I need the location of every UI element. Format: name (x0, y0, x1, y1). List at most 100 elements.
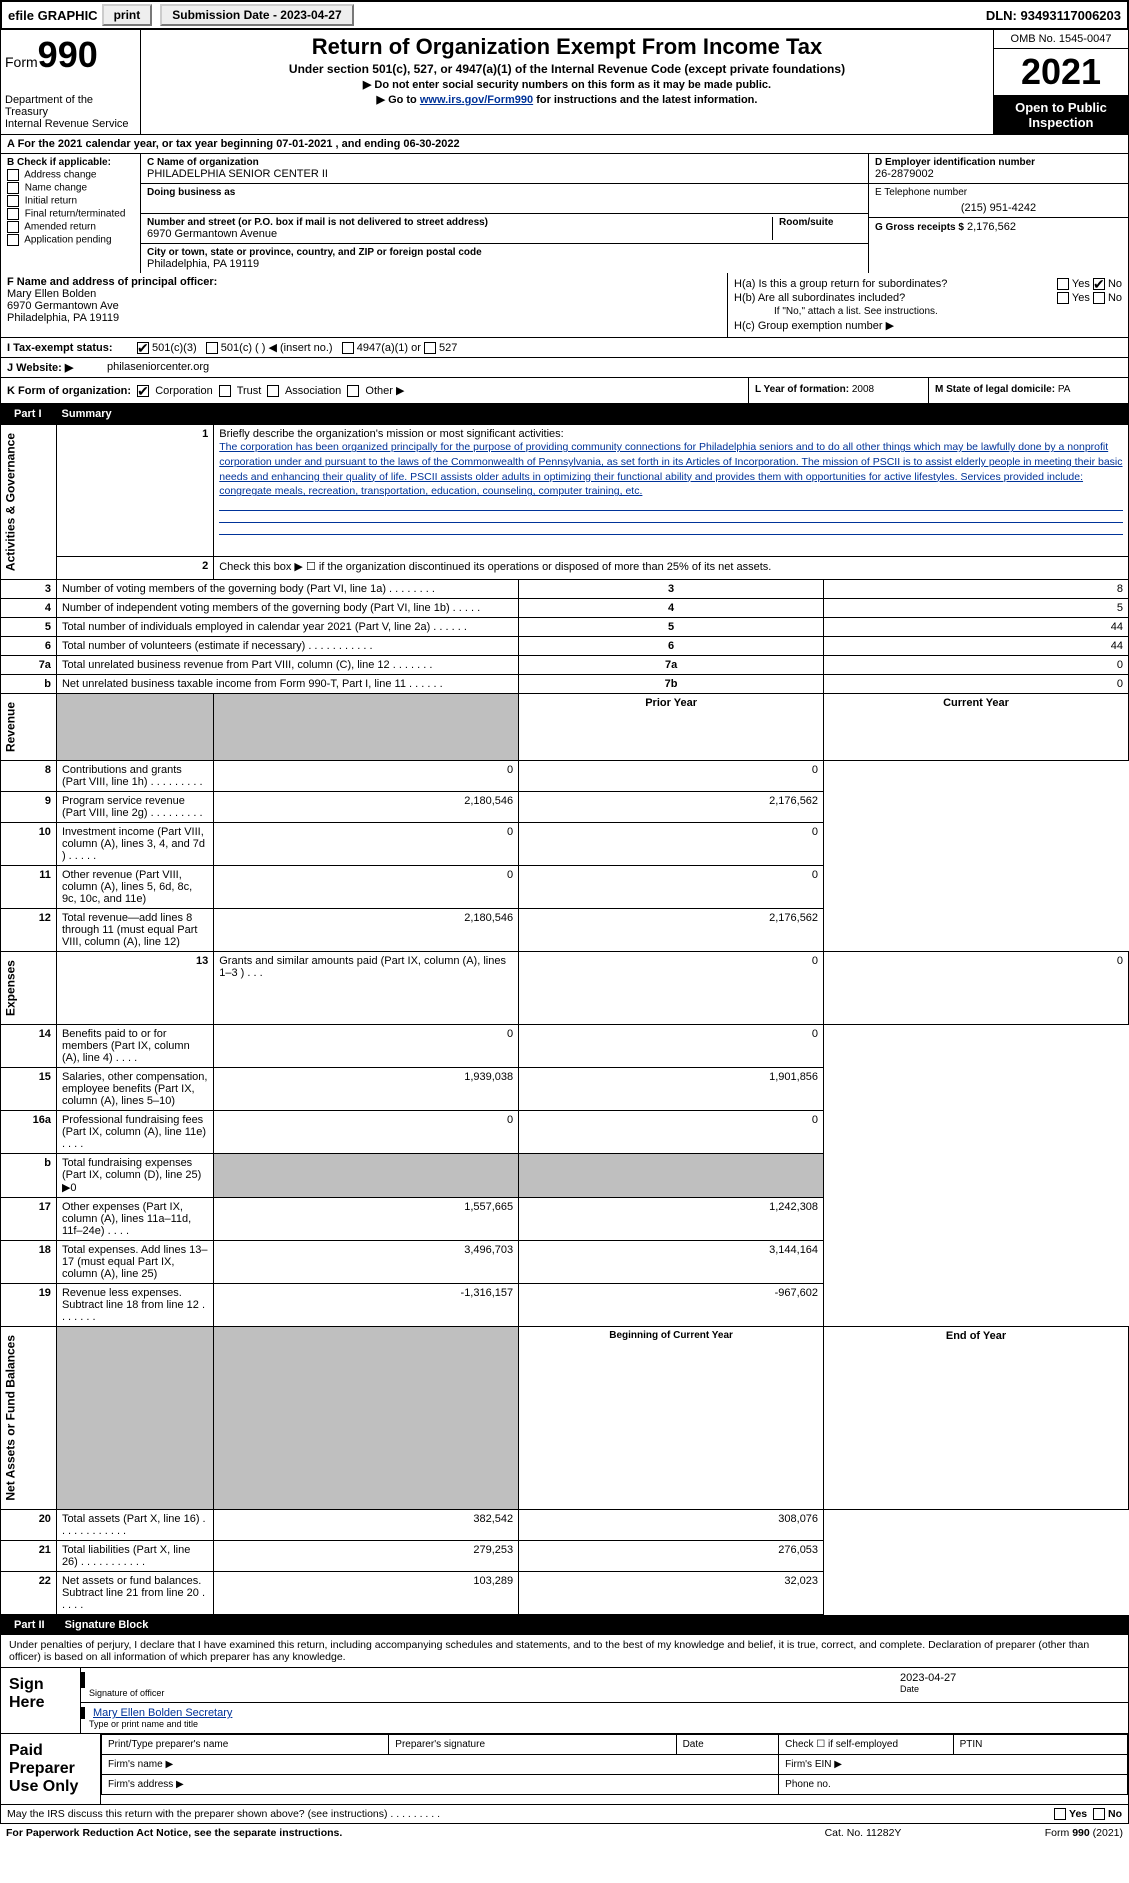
row-j: J Website: ▶ philaseniorcenter.org (0, 358, 1129, 378)
table-row: 9Program service revenue (Part VIII, lin… (1, 792, 1129, 823)
table-row: 18Total expenses. Add lines 13–17 (must … (1, 1241, 1129, 1284)
i-527-check[interactable] (424, 342, 436, 354)
table-row: bNet unrelated business taxable income f… (1, 675, 1129, 694)
subtitle-3: ▶ Go to www.irs.gov/Form990 for instruct… (149, 93, 985, 106)
pp-check-label: Check ☐ if self-employed (779, 1735, 953, 1755)
hb-note: If "No," attach a list. See instructions… (734, 306, 1122, 317)
i-4947-check[interactable] (342, 342, 354, 354)
discuss-row: May the IRS discuss this return with the… (0, 1805, 1129, 1824)
firm-addr-label: Firm's address ▶ (102, 1775, 779, 1795)
phone-value: (215) 951-4242 (875, 202, 1122, 214)
phone-row: E Telephone number (215) 951-4242 (869, 184, 1128, 218)
i-501c3-check[interactable] (137, 342, 149, 354)
officer-addr1: 6970 Germantown Ave (7, 300, 721, 312)
sig-date: 2023-04-27 (900, 1672, 1120, 1684)
gross-receipts-row: G Gross receipts $ 2,176,562 (869, 218, 1128, 236)
org-name: PHILADELPHIA SENIOR CENTER II (147, 168, 862, 180)
header-right: OMB No. 1545-0047 2021 Open to Public In… (993, 30, 1128, 134)
col-f: F Name and address of principal officer:… (1, 273, 728, 337)
j-label: J Website: ▶ (7, 361, 107, 374)
sign-here-row: Sign Here Signature of officer 2023-04-2… (1, 1668, 1128, 1733)
discuss-no-check[interactable] (1093, 1808, 1105, 1820)
hb-no-check[interactable] (1093, 292, 1105, 304)
paid-preparer-label: Paid Preparer Use Only (1, 1734, 101, 1804)
b-check[interactable] (7, 182, 19, 194)
irs-link[interactable]: www.irs.gov/Form990 (420, 94, 533, 106)
k-assoc-check[interactable] (267, 385, 279, 397)
b-option: Final return/terminated (7, 208, 134, 220)
k-trust-check[interactable] (219, 385, 231, 397)
eoy-header: End of Year (824, 1327, 1129, 1510)
header-left: Form990 Department of the Treasury Inter… (1, 30, 141, 134)
table-row: 4Number of independent voting members of… (1, 599, 1129, 618)
officer-printed-name[interactable]: Mary Ellen Bolden Secretary (93, 1707, 232, 1719)
part2-title: Signature Block (65, 1619, 149, 1631)
cat-no: Cat. No. 11282Y (763, 1827, 963, 1839)
part1-title: Summary (62, 408, 112, 420)
col-b-checkboxes: B Check if applicable: Address change Na… (1, 154, 141, 273)
sig-officer-label: Signature of officer (89, 1688, 900, 1698)
sign-here-label: Sign Here (1, 1668, 81, 1733)
city-value: Philadelphia, PA 19119 (147, 258, 862, 270)
boy-header: Beginning of Current Year (519, 1327, 824, 1510)
part2-num: Part II (6, 1617, 53, 1633)
omb-number: OMB No. 1545-0047 (994, 30, 1128, 49)
firm-phone-label: Phone no. (779, 1775, 1128, 1795)
b-option: Application pending (7, 234, 134, 246)
table-row: 19Revenue less expenses. Subtract line 1… (1, 1284, 1129, 1327)
tab-net-assets: Net Assets or Fund Balances (1, 1327, 57, 1510)
efile-label: efile GRAPHIC (8, 8, 98, 23)
form-title: Return of Organization Exempt From Incom… (149, 34, 985, 60)
dept-label: Department of the Treasury (5, 94, 136, 118)
footer-row: For Paperwork Reduction Act Notice, see … (0, 1824, 1129, 1842)
h-a-row: H(a) Is this a group return for subordin… (734, 278, 1122, 290)
i-501c-check[interactable] (206, 342, 218, 354)
ha-no-check[interactable] (1093, 278, 1105, 290)
table-row: 21Total liabilities (Part X, line 26) . … (1, 1541, 1129, 1572)
form-number: Form990 (5, 34, 136, 76)
table-row: 7aTotal unrelated business revenue from … (1, 656, 1129, 675)
hb-yes-check[interactable] (1057, 292, 1069, 304)
table-row: 15Salaries, other compensation, employee… (1, 1068, 1129, 1111)
k-section: K Form of organization: Corporation Trus… (1, 378, 748, 403)
table-row: 10Investment income (Part VIII, column (… (1, 823, 1129, 866)
discuss-yes-check[interactable] (1054, 1808, 1066, 1820)
b-check[interactable] (7, 195, 19, 207)
city-label: City or town, state or province, country… (147, 247, 862, 258)
pp-ptin-label: PTIN (953, 1735, 1127, 1755)
pra-notice: For Paperwork Reduction Act Notice, see … (6, 1827, 763, 1839)
table-row: 17Other expenses (Part IX, column (A), l… (1, 1198, 1129, 1241)
k-other-check[interactable] (347, 385, 359, 397)
k-corp-check[interactable] (137, 385, 149, 397)
ein-value: 26-2879002 (875, 168, 1122, 180)
line2-cell: Check this box ▶ ☐ if the organization d… (214, 557, 1129, 580)
col-c: C Name of organization PHILADELPHIA SENI… (141, 154, 868, 273)
b-check[interactable] (7, 169, 19, 181)
table-row: 14Benefits paid to or for members (Part … (1, 1025, 1129, 1068)
print-button[interactable]: print (102, 4, 153, 26)
submission-date-button[interactable]: Submission Date - 2023-04-27 (160, 4, 353, 26)
ha-yes-check[interactable] (1057, 278, 1069, 290)
name-label: C Name of organization (147, 157, 862, 168)
form-header: Form990 Department of the Treasury Inter… (0, 30, 1129, 135)
signature-block: Under penalties of perjury, I declare th… (0, 1635, 1129, 1805)
g-label: G Gross receipts $ (875, 222, 964, 233)
dba-label: Doing business as (147, 187, 862, 198)
f-label: F Name and address of principal officer: (7, 276, 721, 288)
i-label: I Tax-exempt status: (7, 342, 137, 354)
b-check[interactable] (7, 208, 19, 220)
street-label: Number and street (or P.O. box if mail i… (147, 217, 772, 228)
b-check[interactable] (7, 221, 19, 233)
part2-header: Part II Signature Block (0, 1615, 1129, 1635)
b-option: Address change (7, 169, 134, 181)
officer-name: Mary Ellen Bolden (7, 288, 721, 300)
b-check[interactable] (7, 234, 19, 246)
table-row: 20Total assets (Part X, line 16) . . . .… (1, 1510, 1129, 1541)
open-public-badge: Open to Public Inspection (994, 96, 1128, 134)
firm-name-label: Firm's name ▶ (102, 1755, 779, 1775)
ein-label: D Employer identification number (875, 157, 1122, 168)
table-row: 3Number of voting members of the governi… (1, 580, 1129, 599)
table-row: 11Other revenue (Part VIII, column (A), … (1, 866, 1129, 909)
part1-header: Part I Summary (0, 404, 1129, 424)
mission-text: The corporation has been organized princ… (219, 441, 1122, 497)
